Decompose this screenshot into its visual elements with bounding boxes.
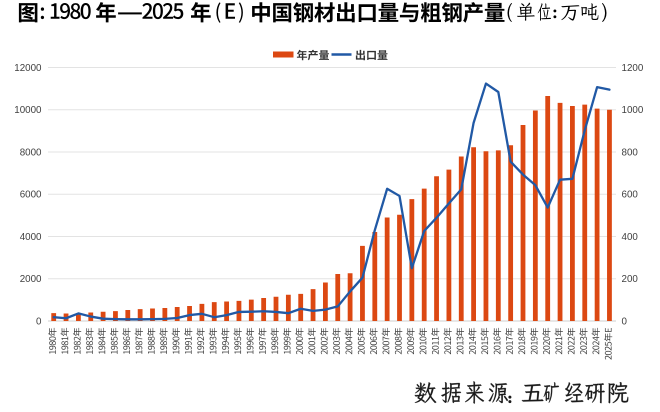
svg-text:0: 0 bbox=[36, 316, 42, 327]
svg-text:4000: 4000 bbox=[20, 232, 42, 243]
svg-text:1000: 1000 bbox=[622, 105, 644, 116]
svg-text:6000: 6000 bbox=[20, 190, 42, 201]
svg-text:600: 600 bbox=[622, 190, 639, 201]
svg-text:2000: 2000 bbox=[20, 274, 42, 285]
svg-text:1200: 1200 bbox=[622, 63, 644, 74]
svg-text:0: 0 bbox=[622, 316, 628, 327]
svg-text:400: 400 bbox=[622, 232, 639, 243]
svg-text:8000: 8000 bbox=[20, 147, 42, 158]
svg-text:200: 200 bbox=[622, 274, 639, 285]
svg-text:800: 800 bbox=[622, 147, 639, 158]
svg-text:12000: 12000 bbox=[14, 63, 42, 74]
svg-text:10000: 10000 bbox=[14, 105, 42, 116]
